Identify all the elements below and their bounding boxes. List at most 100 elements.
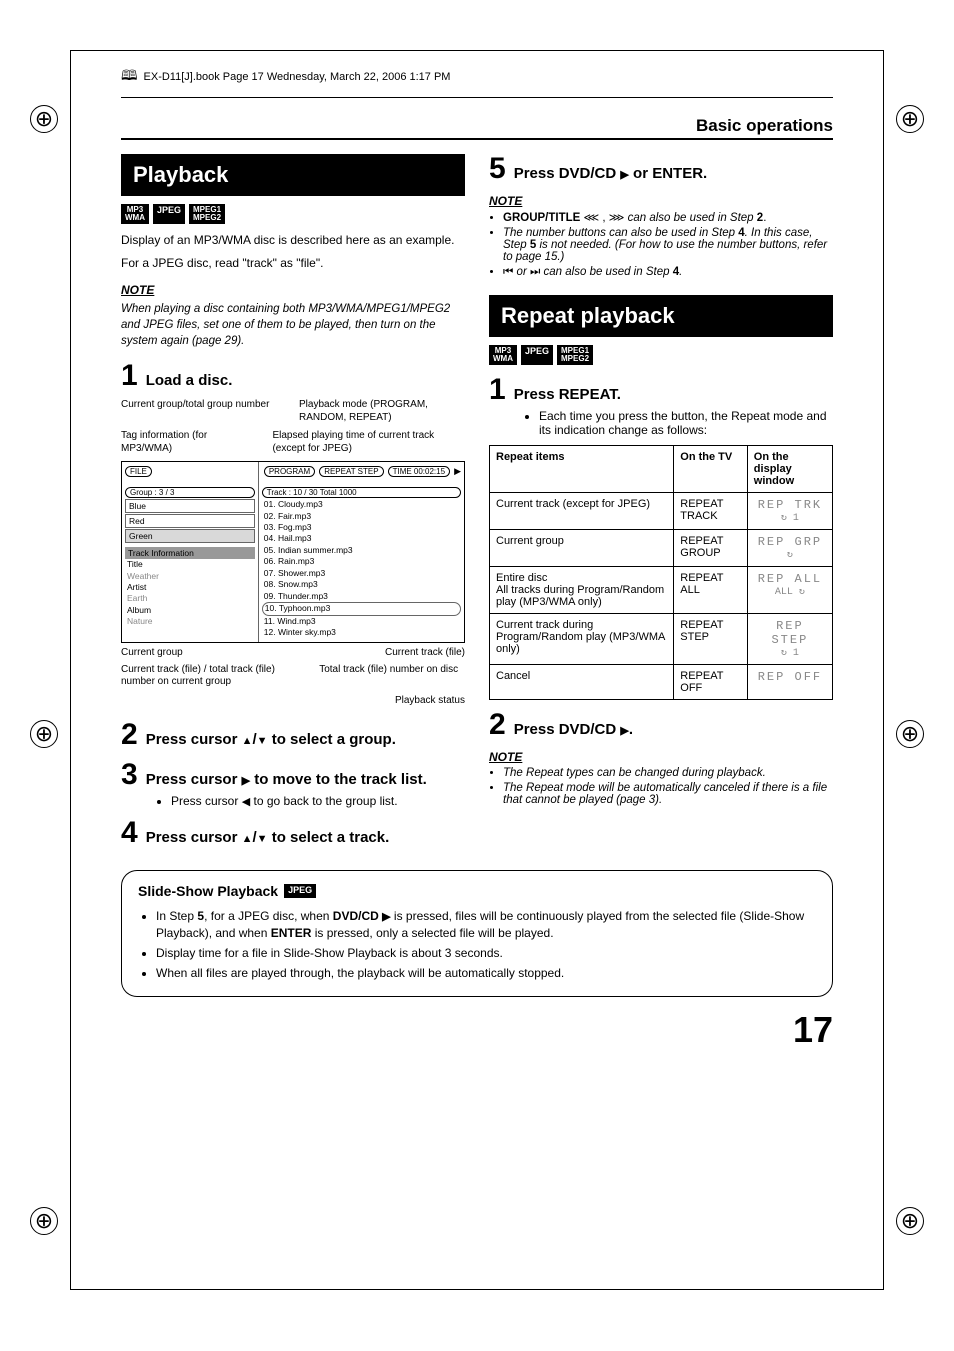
diagram-label: Elapsed playing time of current track (e… bbox=[272, 430, 465, 455]
table-cell: REPEAT STEP bbox=[674, 614, 748, 665]
table-cell: Current group bbox=[490, 530, 674, 567]
format-badges: MP3WMA JPEG MPEG1MPEG2 bbox=[489, 345, 833, 365]
skip-next-icon bbox=[530, 266, 540, 278]
slideshow-bullets: In Step 5, for a JPEG disc, when DVD/CD … bbox=[156, 908, 816, 982]
lcd-sub: ↻ bbox=[754, 549, 826, 561]
left-column: Playback MP3WMA JPEG MPEG1MPEG2 Display … bbox=[121, 154, 465, 852]
track-item: 06. Rain.mp3 bbox=[262, 556, 461, 567]
badge-mpeg: MPEG1MPEG2 bbox=[557, 345, 593, 365]
intro-text: Display of an MP3/WMA disc is described … bbox=[121, 232, 465, 249]
table-row: Current track (except for JPEG)REPEAT TR… bbox=[490, 493, 833, 530]
slideshow-heading: Slide-Show Playback JPEG bbox=[138, 883, 316, 899]
step-number: 2 bbox=[121, 720, 138, 750]
badge-mp3wma: MP3WMA bbox=[121, 204, 149, 224]
note-heading: NOTE bbox=[121, 283, 465, 297]
step-text: Press REPEAT. bbox=[514, 386, 621, 403]
note-heading: NOTE bbox=[489, 194, 833, 208]
step-text: Press cursor to move to the track list. bbox=[146, 771, 427, 788]
crop-mark-icon bbox=[30, 1207, 58, 1235]
left-icon bbox=[242, 794, 250, 808]
table-cell: Current track (except for JPEG) bbox=[490, 493, 674, 530]
osd-box: FILE Group : 3 / 3 Blue Red Green Track … bbox=[121, 461, 465, 643]
track-item: 02. Fair.mp3 bbox=[262, 511, 461, 522]
table-cell: REPEAT GROUP bbox=[674, 530, 748, 567]
sub-bullet: Each time you press the button, the Repe… bbox=[539, 409, 833, 437]
note-body: When playing a disc containing both MP3/… bbox=[121, 301, 465, 349]
step-3: 3 Press cursor to move to the track list… bbox=[121, 760, 465, 790]
slideshow-bullet: Display time for a file in Slide-Show Pl… bbox=[156, 945, 816, 962]
group-next-icon bbox=[609, 212, 625, 224]
info-row: Title bbox=[125, 559, 255, 570]
page-number: 17 bbox=[121, 1009, 833, 1051]
slideshow-bullet: When all files are played through, the p… bbox=[156, 965, 816, 982]
slideshow-bullet: In Step 5, for a JPEG disc, when DVD/CD … bbox=[156, 908, 816, 942]
right-icon bbox=[242, 771, 250, 788]
info-row: Nature bbox=[125, 616, 255, 627]
track-info-heading: Track Information bbox=[125, 547, 255, 559]
sub-bullets: Each time you press the button, the Repe… bbox=[525, 409, 833, 437]
repeat-step-2: 2 Press DVD/CD . bbox=[489, 710, 833, 740]
step-1: 1 Load a disc. bbox=[121, 361, 465, 391]
track-item: 01. Cloudy.mp3 bbox=[262, 499, 461, 510]
table-row: Entire disc All tracks during Program/Ra… bbox=[490, 567, 833, 614]
lcd-text: REP TRK bbox=[754, 498, 826, 512]
table-header: On the display window bbox=[747, 446, 832, 493]
header-meta: EX-D11[J].book Page 17 Wednesday, March … bbox=[121, 61, 833, 97]
lcd-sub: ↻ 1 bbox=[754, 512, 826, 524]
track-item: 08. Snow.mp3 bbox=[262, 579, 461, 590]
note-bullets: The Repeat types can be changed during p… bbox=[503, 767, 833, 806]
repeat-table: Repeat items On the TV On the display wi… bbox=[489, 445, 833, 700]
group-item: Red bbox=[125, 514, 255, 528]
step-text: Press cursor / to select a group. bbox=[146, 731, 396, 748]
book-icon bbox=[121, 65, 138, 89]
step-5: 5 Press DVD/CD or ENTER. bbox=[489, 154, 833, 184]
table-cell: Entire disc All tracks during Program/Ra… bbox=[490, 567, 674, 614]
lcd-text: REP OFF bbox=[754, 670, 826, 684]
format-badges: MP3WMA JPEG MPEG1MPEG2 bbox=[121, 204, 465, 224]
step-4: 4 Press cursor / to select a track. bbox=[121, 818, 465, 848]
diagram-label: Current group bbox=[121, 647, 183, 658]
info-row: Album bbox=[125, 605, 255, 616]
mode-pill: REPEAT STEP bbox=[319, 466, 383, 477]
info-row: Earth bbox=[125, 593, 255, 604]
crop-mark-icon bbox=[896, 720, 924, 748]
group-prev-icon bbox=[584, 212, 600, 224]
table-cell: REP GRP↻ bbox=[747, 530, 832, 567]
crop-mark-icon bbox=[30, 720, 58, 748]
diagram-label: Playback mode (PROGRAM, RANDOM, REPEAT) bbox=[299, 399, 465, 424]
badge-jpeg: JPEG bbox=[284, 884, 316, 898]
table-cell: Current track during Program/Random play… bbox=[490, 614, 674, 665]
play-icon bbox=[620, 165, 628, 182]
table-cell: REP ALLALL ↻ bbox=[747, 567, 832, 614]
table-row: CancelREPEAT OFFREP OFF bbox=[490, 665, 833, 700]
note-bullets: GROUP/TITLE , can also be used in Step 2… bbox=[503, 211, 833, 279]
diagram-label: Total track (file) number on disc bbox=[319, 664, 465, 689]
note-bullet: The Repeat types can be changed during p… bbox=[503, 767, 833, 779]
track-item: 09. Thunder.mp3 bbox=[262, 591, 461, 602]
info-row: Artist bbox=[125, 582, 255, 593]
note-bullet: or can also be used in Step 4. bbox=[503, 266, 833, 279]
badge-jpeg: JPEG bbox=[153, 204, 185, 224]
step-text: Load a disc. bbox=[146, 372, 233, 389]
group-counter: Group : 3 / 3 bbox=[125, 487, 255, 498]
lcd-text: REP ALL bbox=[754, 572, 826, 586]
sub-bullet: Press cursor to go back to the group lis… bbox=[171, 794, 465, 808]
note-bullet: GROUP/TITLE , can also be used in Step 2… bbox=[503, 211, 833, 224]
diagram-label: Current group/total group number bbox=[121, 399, 287, 424]
track-item-selected: 10. Typhoon.mp3 bbox=[262, 602, 461, 615]
table-cell: Cancel bbox=[490, 665, 674, 700]
crop-mark-icon bbox=[30, 105, 58, 133]
table-cell: REPEAT ALL bbox=[674, 567, 748, 614]
step-text: Press DVD/CD or ENTER. bbox=[514, 165, 708, 182]
diagram-label: Playback status bbox=[121, 695, 465, 706]
table-cell: REPEAT TRACK bbox=[674, 493, 748, 530]
note-bullet: The number buttons can also be used in S… bbox=[503, 227, 833, 263]
lcd-sub: ↻ 1 bbox=[754, 647, 826, 659]
track-item: 05. Indian summer.mp3 bbox=[262, 545, 461, 556]
play-icon bbox=[382, 909, 390, 923]
track-item: 11. Wind.mp3 bbox=[262, 616, 461, 627]
page-section-title: Basic operations bbox=[121, 116, 833, 140]
table-cell: REP STEP↻ 1 bbox=[747, 614, 832, 665]
right-column: 5 Press DVD/CD or ENTER. NOTE GROUP/TITL… bbox=[489, 154, 833, 852]
up-icon bbox=[242, 829, 253, 846]
